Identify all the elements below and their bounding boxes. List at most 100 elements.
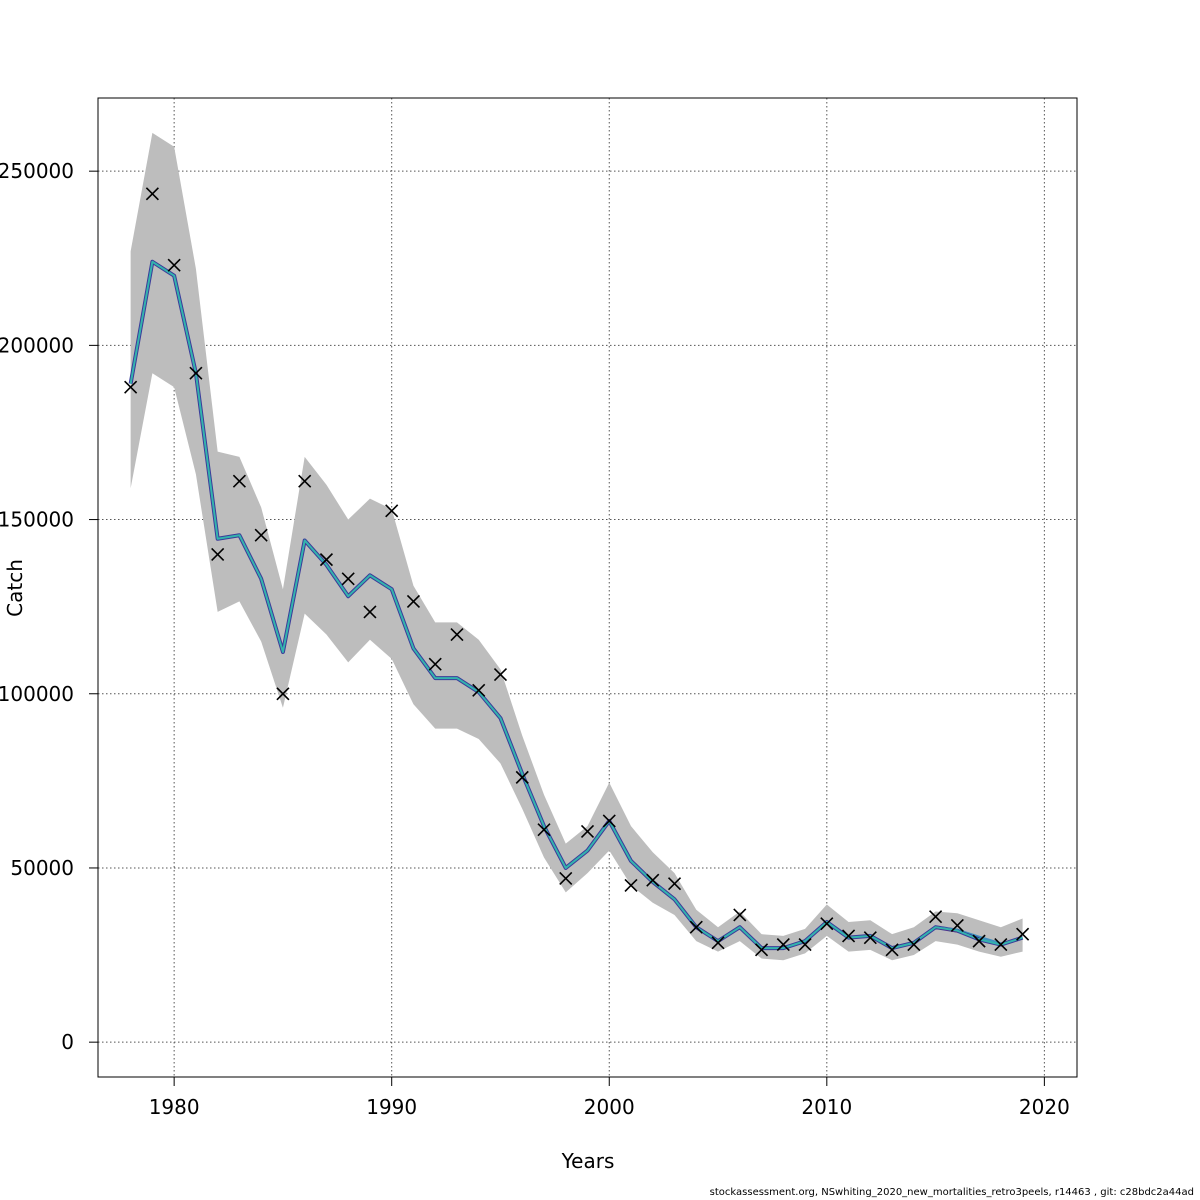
observed-point [167,258,181,272]
observed-point-stroke [994,938,1008,952]
observed-point-stroke [211,547,225,561]
observed-point [472,683,486,697]
estimate-lines [128,259,1024,951]
observed-point [450,627,464,642]
observed-point-stroke [798,938,812,952]
observed-point [537,823,551,837]
observed-point-stroke [472,683,486,697]
observed-point [820,917,834,931]
estimate-line [129,260,1023,950]
observed-point-stroke [667,877,682,891]
observed-point-stroke [972,934,986,948]
observed-point-stroke [428,657,442,671]
observed-point [994,938,1008,952]
observed-point [232,474,246,488]
observed-point-stroke [189,366,203,380]
observed-point [907,938,921,952]
observed-point-stroke [385,504,399,518]
observed-point [298,474,312,488]
observed-point [559,871,573,885]
observed-point-stroke [733,908,747,922]
y-tick-label: 100000 [0,682,74,706]
footer-attribution: stockassessment.org, NSwhiting_2020_new_… [709,1187,1194,1198]
observed-point [363,605,377,619]
observed-point [580,824,595,838]
observed-point [319,553,333,567]
observed-point [211,547,225,561]
observed-point-stroke [624,878,638,892]
observed-point [189,366,203,380]
observed-point [145,187,159,201]
observed-point-stroke [559,871,573,885]
observed-point [124,380,138,394]
x-axis-label: Years [561,1149,615,1173]
observed-point-stroke [232,474,246,488]
observed-point-stroke [124,380,138,394]
x-tick-label: 2000 [584,1095,635,1119]
observed-point-stroke [602,814,616,828]
y-axis-label: Catch [3,559,27,617]
observed-point [254,528,268,542]
observed-point [1016,927,1030,941]
observed-point [515,770,529,784]
observed-point-stroke [689,920,703,934]
plot-frame [97,97,1078,1078]
x-tick-label: 1980 [149,1095,200,1119]
observed-point [385,504,399,518]
observed-point-stroke [493,668,508,682]
observed-point-stroke [341,572,355,586]
observed-point [929,910,943,924]
observed-point [624,878,638,892]
observed-point [711,936,725,950]
observed-point-stroke [711,936,725,950]
observed-point-stroke [254,528,268,542]
observed-point [689,920,703,934]
x-tick-label: 2010 [801,1095,852,1119]
observed-point [972,934,986,948]
observed-points [124,187,1030,957]
observed-point-stroke [319,553,333,567]
observed-point-stroke [450,627,464,642]
confidence-band [130,132,1023,961]
observed-point [885,943,899,957]
y-tick-label: 150000 [0,508,74,532]
observed-point-stroke [363,605,377,619]
observed-point-stroke [1016,927,1030,941]
observed-point [798,938,812,952]
observed-point-stroke [580,824,595,838]
observed-point [602,814,616,828]
observed-point [776,938,790,952]
observed-point-stroke [842,929,856,943]
x-tick-label: 2020 [1019,1095,1070,1119]
observed-point-stroke [406,594,421,609]
observed-point-stroke [167,258,181,272]
observed-point-stroke [754,943,769,957]
observed-point-stroke [298,474,312,488]
observed-point [646,873,660,887]
observed-point-stroke [929,910,943,924]
observed-point [341,572,355,586]
y-tick-label: 50000 [10,856,74,880]
observed-point [754,943,769,957]
observed-point-stroke [537,823,551,837]
observed-point [406,594,421,609]
observed-point [842,929,856,943]
observed-point [863,931,877,945]
y-tick-label: 250000 [0,159,74,183]
observed-point [667,877,682,891]
observed-point-stroke [907,938,921,952]
observed-point-stroke [276,687,290,701]
observed-point [733,908,747,922]
observed-point-stroke [820,917,834,931]
axis-ticks: 1980 1990 2000 2010 2020 0 50000 100000 150000 20… [0,159,1070,1119]
y-tick-label: 0 [61,1030,74,1054]
observed-point-stroke [885,943,899,957]
confidence-band-area [130,132,1023,961]
observed-point-stroke [145,187,159,201]
observed-point-stroke [863,931,877,945]
observed-point [950,918,964,933]
observed-point-stroke [515,770,529,784]
observed-point [428,657,442,671]
y-tick-label: 200000 [0,333,74,357]
